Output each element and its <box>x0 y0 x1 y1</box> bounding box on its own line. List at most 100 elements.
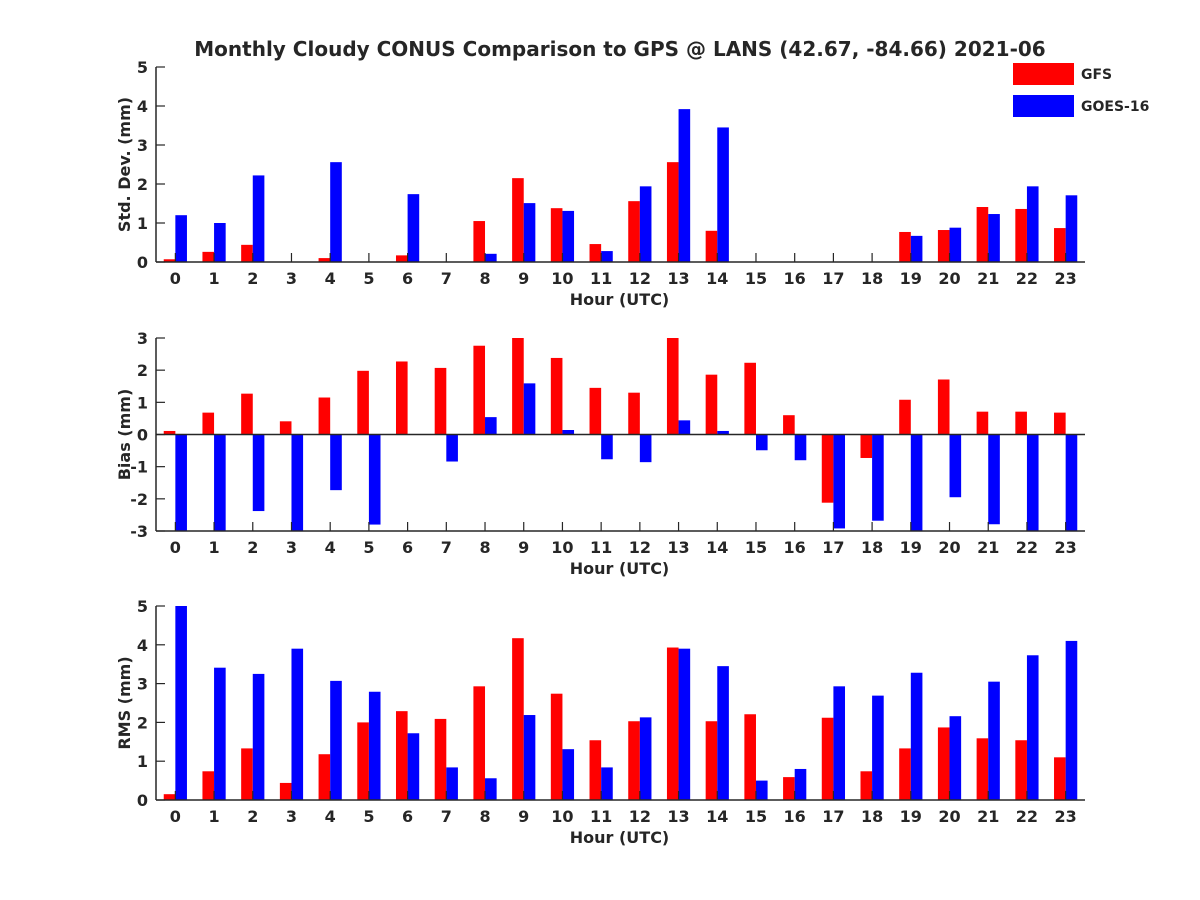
bar-gfs-hour-1 <box>202 251 215 262</box>
bar-gfs-hour-20 <box>937 727 950 800</box>
x-tick-label: 10 <box>551 538 573 557</box>
bar-gfs-hour-7 <box>434 367 447 435</box>
bar-gfs-hour-23 <box>1054 412 1066 435</box>
bar-goes16-hour-15 <box>755 780 768 800</box>
bar-goes16-hour-10 <box>562 430 575 435</box>
bar-gfs-hour-17 <box>821 434 834 503</box>
bar-gfs-hour-12 <box>628 721 640 800</box>
bar-gfs-hour-10 <box>550 693 563 800</box>
bar-goes16-hour-10 <box>562 210 575 262</box>
x-axis-label: Hour (UTC) <box>570 290 670 309</box>
y-tick-label: 1 <box>137 214 148 233</box>
x-tick-label: 8 <box>479 807 490 826</box>
bar-goes16-hour-4 <box>330 434 342 491</box>
x-tick-label: 10 <box>551 269 573 288</box>
bar-gfs-hour-2 <box>241 748 253 800</box>
bar-gfs-hour-15 <box>744 714 756 800</box>
bar-gfs-hour-0 <box>163 430 176 435</box>
bar-goes16-hour-5 <box>368 434 381 525</box>
bar-gfs-hour-18 <box>860 771 873 800</box>
bar-gfs-hour-12 <box>628 201 640 262</box>
x-tick-label: 22 <box>1016 807 1038 826</box>
bar-gfs-hour-8 <box>473 345 486 435</box>
bar-gfs-hour-10 <box>550 208 563 262</box>
x-tick-label: 5 <box>363 807 374 826</box>
x-tick-label: 15 <box>745 807 767 826</box>
x-tick-label: 5 <box>363 269 374 288</box>
y-tick-label: 3 <box>137 329 148 348</box>
bar-gfs-hour-22 <box>1015 740 1027 800</box>
bar-gfs-hour-9 <box>512 638 524 800</box>
bar-goes16-hour-12 <box>639 717 652 800</box>
bar-goes16-hour-9 <box>523 715 536 800</box>
bar-goes16-hour-13 <box>678 648 691 800</box>
bar-gfs-hour-10 <box>550 357 563 435</box>
x-tick-label: 3 <box>286 269 297 288</box>
bar-goes16-hour-2 <box>252 175 265 262</box>
x-axis-label: Hour (UTC) <box>570 828 670 847</box>
x-tick-label: 6 <box>402 269 413 288</box>
bar-gfs-hour-9 <box>512 178 524 262</box>
bar-goes16-hour-9 <box>523 203 536 262</box>
bar-goes16-hour-2 <box>252 673 265 800</box>
x-tick-label: 22 <box>1016 269 1038 288</box>
bar-goes16-hour-19 <box>910 672 923 800</box>
y-axis-label: Std. Dev. (mm) <box>115 97 134 232</box>
x-tick-label: 6 <box>402 538 413 557</box>
bar-gfs-hour-22 <box>1015 411 1027 435</box>
y-tick-label: -2 <box>130 490 148 509</box>
y-tick-label: 3 <box>137 136 148 155</box>
x-tick-label: 15 <box>745 269 767 288</box>
bar-gfs-hour-6 <box>395 711 408 800</box>
x-tick-label: 23 <box>1055 269 1077 288</box>
bar-gfs-hour-21 <box>976 207 989 262</box>
bar-gfs-hour-3 <box>279 782 292 800</box>
x-tick-label: 23 <box>1055 807 1077 826</box>
x-tick-label: 20 <box>938 538 960 557</box>
bar-goes16-hour-4 <box>330 162 342 262</box>
x-tick-label: 4 <box>325 269 336 288</box>
x-tick-label: 19 <box>900 807 922 826</box>
x-tick-label: 4 <box>325 807 336 826</box>
x-tick-label: 23 <box>1055 538 1077 557</box>
x-tick-label: 21 <box>977 807 999 826</box>
x-tick-label: 16 <box>784 538 806 557</box>
x-tick-label: 18 <box>861 269 883 288</box>
bar-gfs-hour-23 <box>1054 228 1066 262</box>
x-tick-label: 17 <box>822 807 844 826</box>
x-tick-label: 14 <box>706 807 728 826</box>
x-tick-label: 0 <box>170 538 181 557</box>
x-tick-label: 18 <box>861 807 883 826</box>
bar-gfs-hour-19 <box>899 399 911 435</box>
bar-gfs-hour-11 <box>589 740 602 800</box>
bar-goes16-hour-8 <box>485 778 497 800</box>
x-tick-label: 22 <box>1016 538 1038 557</box>
x-tick-label: 8 <box>479 538 490 557</box>
bar-goes16-hour-23 <box>1065 640 1078 800</box>
bar-gfs-hour-1 <box>202 412 215 435</box>
bar-gfs-hour-13 <box>666 162 679 262</box>
bar-goes16-hour-17 <box>833 434 846 529</box>
x-tick-label: 13 <box>667 269 689 288</box>
x-tick-label: 3 <box>286 538 297 557</box>
bar-gfs-hour-6 <box>395 361 408 435</box>
bar-goes16-hour-10 <box>562 749 575 800</box>
x-tick-label: 5 <box>363 538 374 557</box>
x-tick-label: 2 <box>247 807 258 826</box>
x-tick-label: 17 <box>822 538 844 557</box>
x-tick-label: 7 <box>441 538 452 557</box>
x-tick-label: 12 <box>629 538 651 557</box>
x-tick-label: 2 <box>247 538 258 557</box>
x-tick-label: 12 <box>629 807 651 826</box>
bar-gfs-hour-13 <box>666 338 679 435</box>
bar-goes16-hour-16 <box>794 768 807 800</box>
y-tick-label: 2 <box>137 713 148 732</box>
bar-goes16-hour-17 <box>833 686 846 800</box>
bar-gfs-hour-11 <box>589 387 602 435</box>
x-tick-label: 17 <box>822 269 844 288</box>
bar-goes16-hour-13 <box>678 109 691 263</box>
y-tick-label: 0 <box>137 253 148 272</box>
